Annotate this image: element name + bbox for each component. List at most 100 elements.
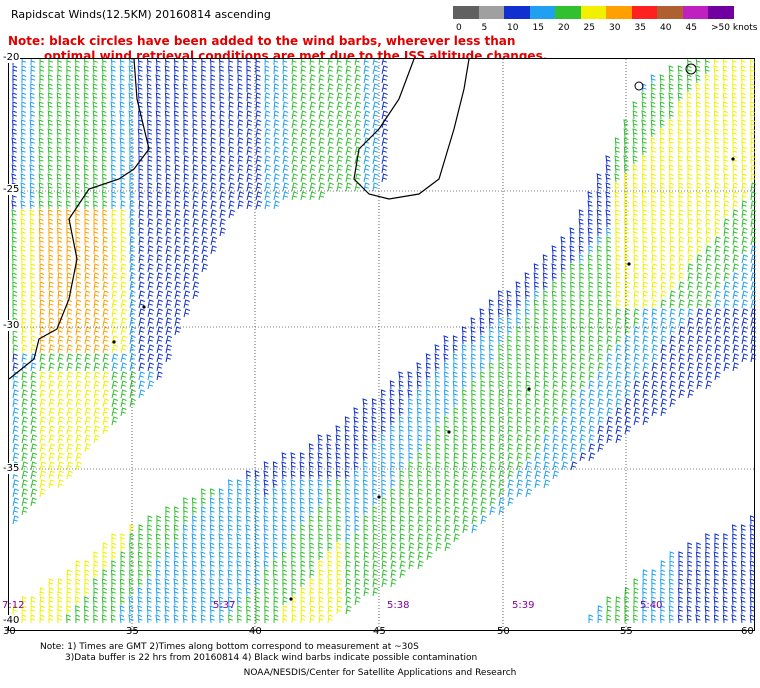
wind-barb bbox=[624, 596, 630, 606]
wind-barb bbox=[39, 461, 47, 471]
legend-label: 10 bbox=[507, 23, 519, 33]
wind-barb bbox=[479, 308, 485, 318]
wind-barb bbox=[111, 308, 118, 318]
wind-barb bbox=[309, 191, 316, 201]
wind-barb bbox=[165, 263, 172, 273]
wind-barb bbox=[101, 101, 107, 111]
wind-barb bbox=[227, 551, 233, 561]
wind-barb bbox=[12, 434, 19, 444]
wind-barb bbox=[93, 209, 99, 219]
wind-barb bbox=[363, 560, 370, 570]
wind-barb bbox=[84, 578, 90, 588]
wind-barb bbox=[326, 461, 332, 471]
wind-barb bbox=[417, 452, 423, 461]
wind-barb bbox=[182, 587, 188, 597]
wind-barb bbox=[228, 65, 233, 75]
wind-barb bbox=[651, 254, 657, 264]
wind-barb bbox=[570, 362, 577, 372]
wind-barb bbox=[164, 605, 170, 615]
wind-barb bbox=[66, 59, 72, 66]
wind-barb bbox=[722, 596, 728, 606]
wind-barb bbox=[246, 173, 253, 183]
wind-barb bbox=[155, 587, 161, 597]
wind-barb bbox=[192, 209, 199, 219]
wind-barb bbox=[56, 218, 62, 228]
wind-barb bbox=[570, 290, 575, 300]
wind-barb bbox=[30, 281, 36, 291]
wind-barb bbox=[30, 308, 36, 318]
wind-barb bbox=[308, 452, 314, 462]
wind-barb bbox=[165, 317, 172, 327]
wind-barb bbox=[318, 65, 325, 75]
wind-barb bbox=[219, 191, 226, 201]
wind-barb bbox=[417, 506, 423, 516]
wind-barb bbox=[579, 308, 585, 318]
wind-barb bbox=[165, 254, 172, 264]
wind-barb bbox=[264, 92, 271, 102]
wind-barb bbox=[687, 245, 694, 255]
wind-barb bbox=[732, 128, 738, 138]
wind-barb bbox=[641, 101, 647, 111]
wind-barb bbox=[74, 146, 80, 156]
wind-barb bbox=[309, 596, 315, 606]
wind-barb bbox=[12, 425, 19, 435]
wind-barb bbox=[291, 128, 298, 138]
wind-barb bbox=[741, 218, 748, 228]
wind-barb bbox=[740, 524, 746, 534]
wind-barb bbox=[138, 272, 145, 282]
wind-barb bbox=[750, 533, 755, 543]
wind-barb bbox=[48, 434, 55, 444]
wind-barb bbox=[129, 326, 137, 336]
wind-barb bbox=[587, 227, 593, 237]
wind-barb bbox=[327, 83, 334, 93]
wind-barb bbox=[110, 83, 116, 93]
wind-barb bbox=[362, 443, 368, 453]
wind-barb bbox=[282, 173, 289, 183]
wind-barb bbox=[318, 155, 325, 165]
wind-barb bbox=[147, 209, 153, 219]
wind-barb bbox=[119, 74, 125, 84]
wind-barb bbox=[597, 434, 605, 444]
wind-barb bbox=[749, 515, 755, 525]
wind-barb bbox=[705, 173, 711, 182]
wind-barb bbox=[165, 146, 171, 156]
wind-barb bbox=[579, 416, 586, 426]
wind-barb bbox=[641, 146, 647, 156]
wind-barb bbox=[174, 227, 181, 237]
wind-barb bbox=[381, 65, 388, 75]
wind-barb bbox=[21, 605, 27, 615]
wind-barb bbox=[624, 335, 631, 345]
wind-barb bbox=[624, 407, 631, 417]
wind-barb bbox=[93, 200, 98, 210]
wind-barb bbox=[408, 497, 414, 507]
wind-barb bbox=[336, 578, 342, 588]
wind-barb bbox=[138, 371, 145, 381]
wind-barb bbox=[498, 443, 505, 453]
wind-barb bbox=[623, 119, 629, 129]
wind-barb bbox=[731, 560, 737, 570]
wind-barb bbox=[696, 200, 702, 210]
wind-barb bbox=[686, 587, 692, 597]
wind-barb bbox=[147, 173, 153, 182]
wind-barb bbox=[597, 272, 603, 282]
wind-barb bbox=[723, 236, 730, 246]
wind-barb bbox=[147, 236, 154, 246]
wind-barb bbox=[128, 92, 134, 102]
wind-barb bbox=[101, 155, 107, 165]
wind-barb bbox=[84, 200, 90, 209]
wind-barb bbox=[209, 587, 215, 597]
wind-barb bbox=[606, 245, 612, 255]
longitude-tick-label: 50 bbox=[497, 626, 510, 637]
wind-barb bbox=[173, 596, 179, 606]
wind-barb bbox=[651, 578, 657, 588]
wind-barb bbox=[210, 488, 215, 498]
wind-barb bbox=[164, 92, 170, 102]
wind-barb bbox=[209, 59, 215, 66]
wind-barb bbox=[273, 605, 279, 615]
wind-barb bbox=[489, 452, 496, 462]
wind-barb bbox=[651, 326, 658, 336]
wind-barb bbox=[416, 389, 422, 399]
wind-barb bbox=[632, 173, 638, 183]
wind-barb bbox=[696, 362, 704, 372]
wind-barb bbox=[461, 380, 467, 390]
